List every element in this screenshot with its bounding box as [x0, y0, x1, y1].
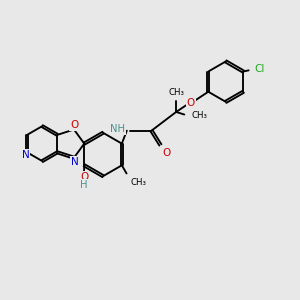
Text: Cl: Cl [254, 64, 265, 74]
Text: CH₃: CH₃ [168, 88, 184, 97]
Text: O: O [70, 120, 78, 130]
Text: O: O [80, 172, 88, 182]
Text: O: O [187, 98, 195, 108]
Text: N: N [22, 150, 29, 160]
Text: O: O [162, 148, 170, 158]
Text: CH₃: CH₃ [130, 178, 146, 188]
Text: CH₃: CH₃ [191, 111, 207, 120]
Text: H: H [80, 180, 88, 190]
Text: NH: NH [110, 124, 125, 134]
Text: N: N [71, 157, 78, 167]
